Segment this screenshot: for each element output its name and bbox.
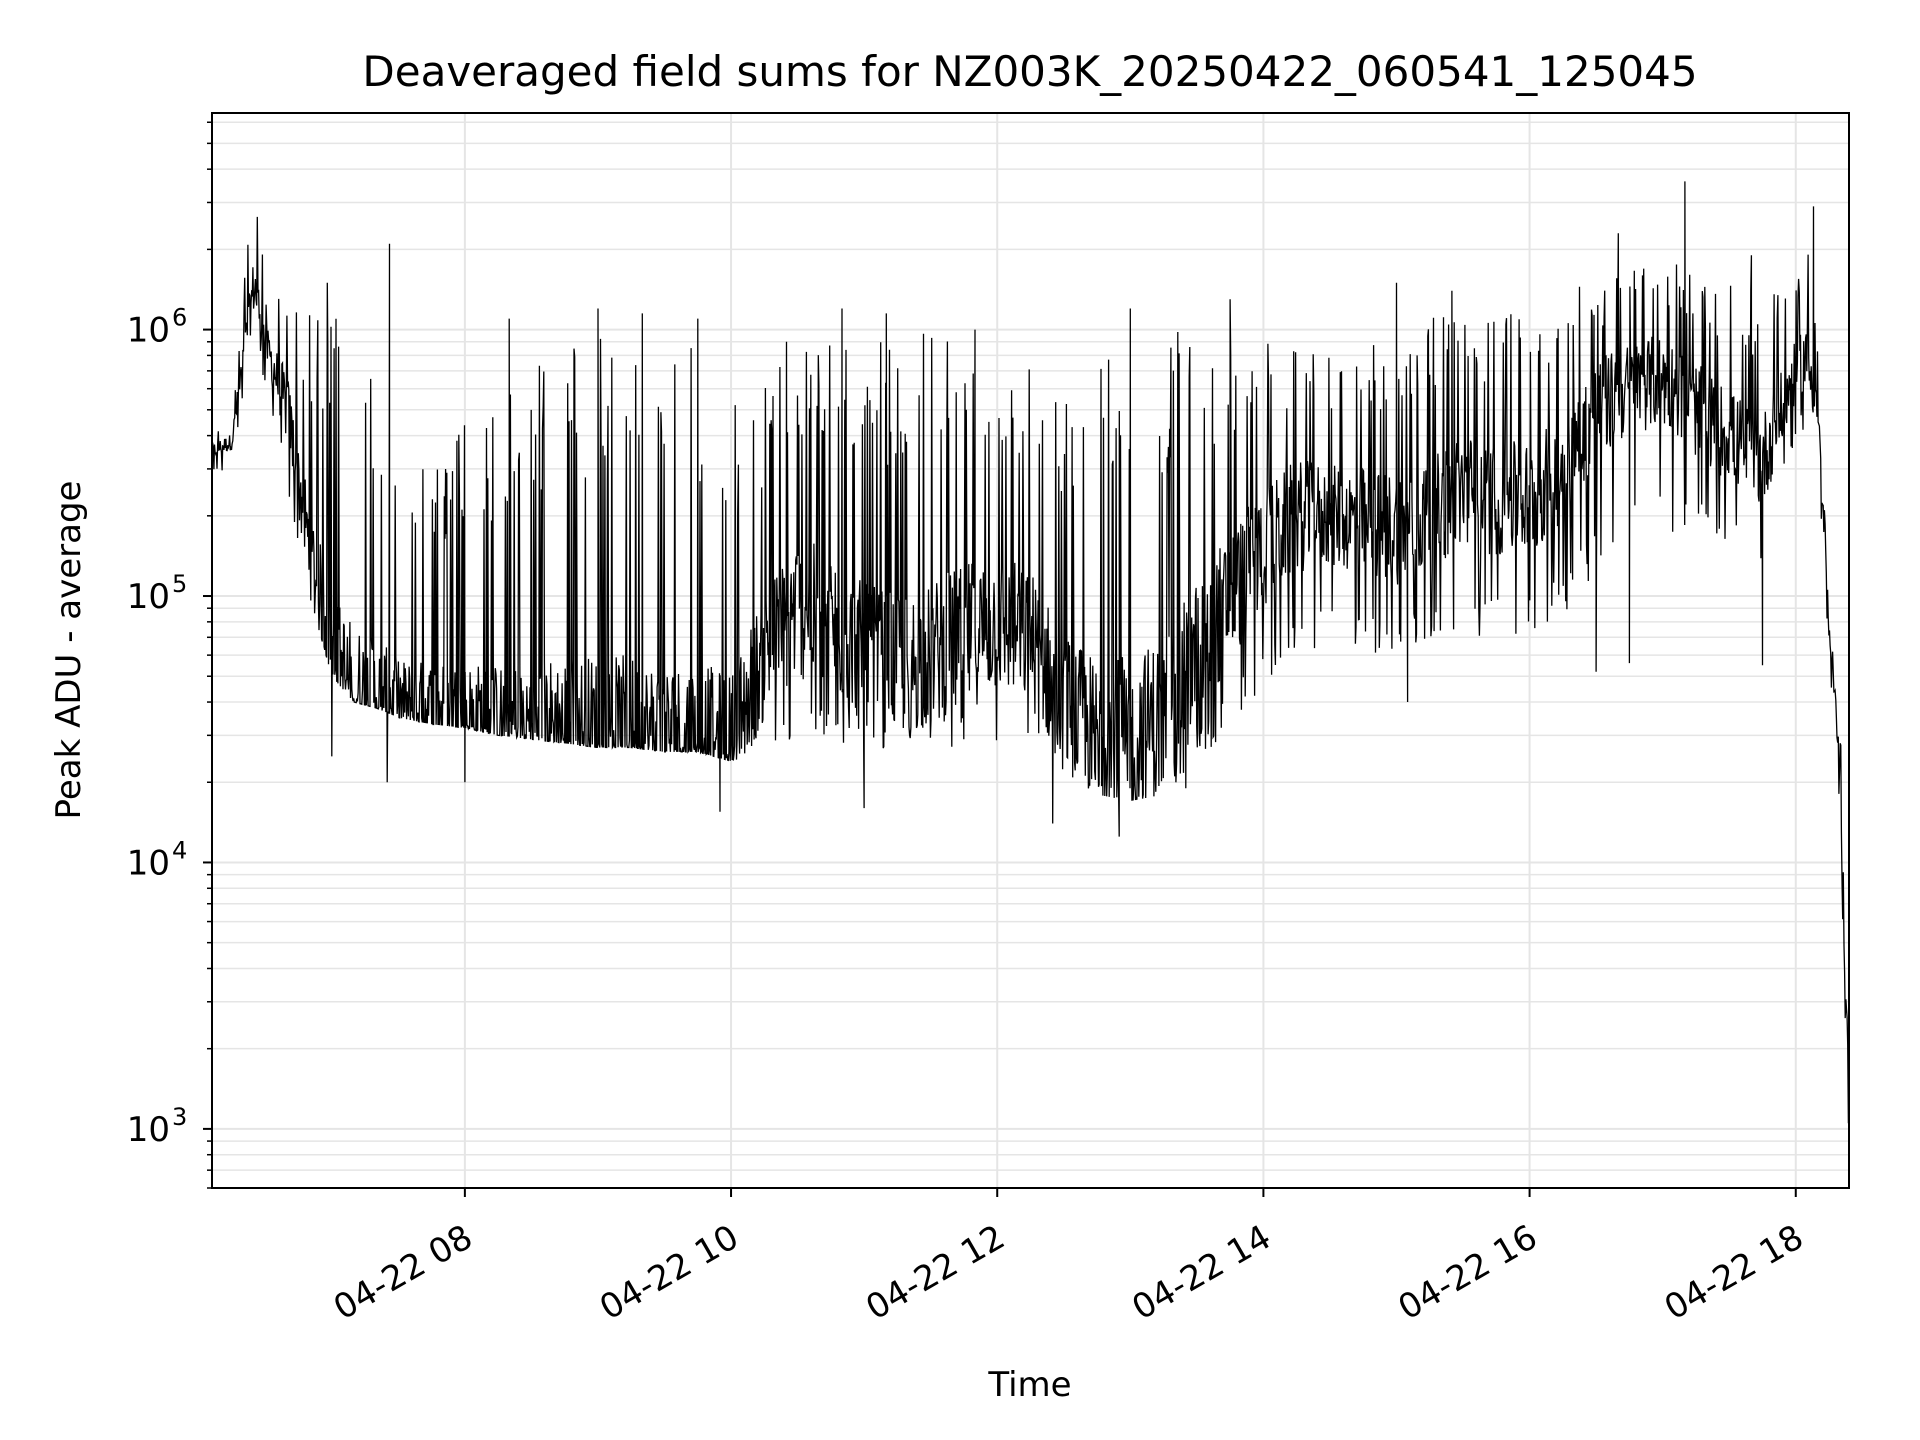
- data-series: [211, 181, 1850, 1124]
- series-line: [211, 181, 1850, 1124]
- y-tick-label: 10: [127, 1110, 170, 1150]
- plot-frame: [211, 112, 1850, 1189]
- y-axis-label: Peak ADU - average: [49, 481, 89, 820]
- chart-title: Deaveraged field sums for NZ003K_2025042…: [362, 47, 1697, 96]
- x-axis-label: Time: [987, 1365, 1071, 1405]
- y-tick-exponent: 4: [172, 836, 187, 864]
- y-tick-exponent: 6: [172, 304, 187, 332]
- y-tick-label: 10: [127, 843, 170, 883]
- y-tick-exponent: 3: [172, 1103, 187, 1131]
- y-tick-exponent: 5: [172, 570, 187, 598]
- grid: [212, 113, 1849, 1189]
- y-tick-label: 10: [127, 311, 170, 351]
- y-tick-label: 10: [127, 577, 170, 617]
